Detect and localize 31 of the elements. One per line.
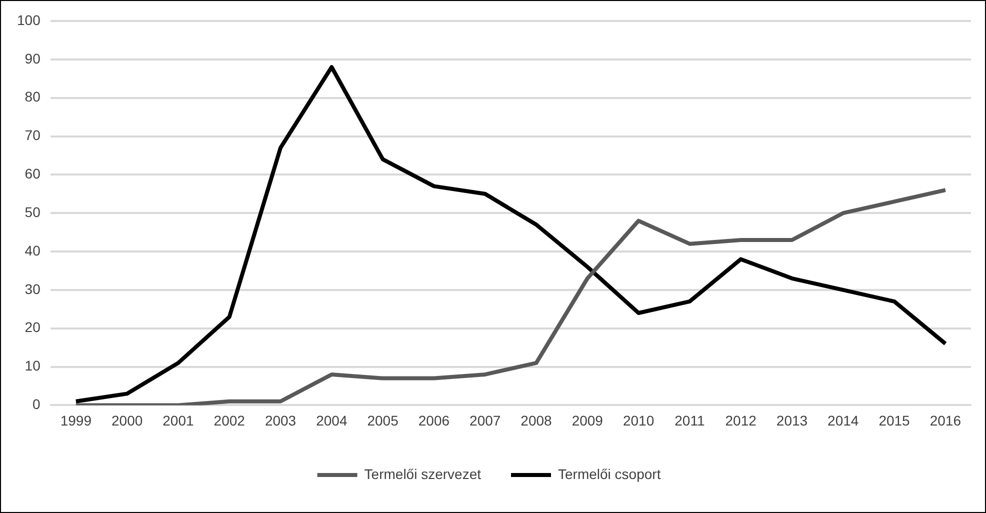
y-tick-label: 90 [24, 50, 41, 66]
y-tick-label: 0 [32, 396, 41, 412]
x-tick-label: 2016 [930, 412, 962, 428]
x-tick-label: 2003 [264, 412, 296, 428]
y-tick-label: 70 [24, 127, 41, 144]
x-tick-label: 2002 [214, 412, 246, 428]
y-tick-label: 30 [24, 280, 41, 297]
x-tick-label: 2006 [418, 412, 450, 428]
x-tick-label: 2008 [520, 412, 552, 428]
x-tick-label: 2014 [828, 412, 859, 428]
x-tick-label: 2010 [622, 412, 654, 428]
y-tick-label: 60 [24, 166, 41, 182]
x-tick-label: 1999 [60, 412, 92, 428]
x-tick-label: 2004 [316, 412, 348, 428]
y-tick-label: 100 [17, 12, 41, 28]
y-tick-label: 40 [24, 242, 41, 258]
x-tick-label: 2007 [470, 412, 501, 428]
x-tick-label: 2015 [878, 412, 910, 428]
x-tick-label: 2005 [367, 412, 399, 428]
x-tick-label: 2013 [776, 412, 808, 428]
x-tick-label: 2011 [674, 412, 705, 428]
x-tick-label: 2001 [162, 412, 194, 428]
x-tick-label: 2009 [572, 412, 604, 428]
y-tick-label: 50 [24, 204, 41, 220]
y-tick-label: 10 [24, 358, 41, 374]
x-tick-label: 2012 [725, 412, 757, 428]
y-tick-label: 80 [24, 88, 41, 105]
legend-label: Termelői csoport [558, 466, 661, 482]
x-tick-label: 2000 [112, 412, 143, 428]
y-tick-label: 20 [24, 319, 41, 336]
legend-label: Termelői szervezet [364, 466, 482, 482]
